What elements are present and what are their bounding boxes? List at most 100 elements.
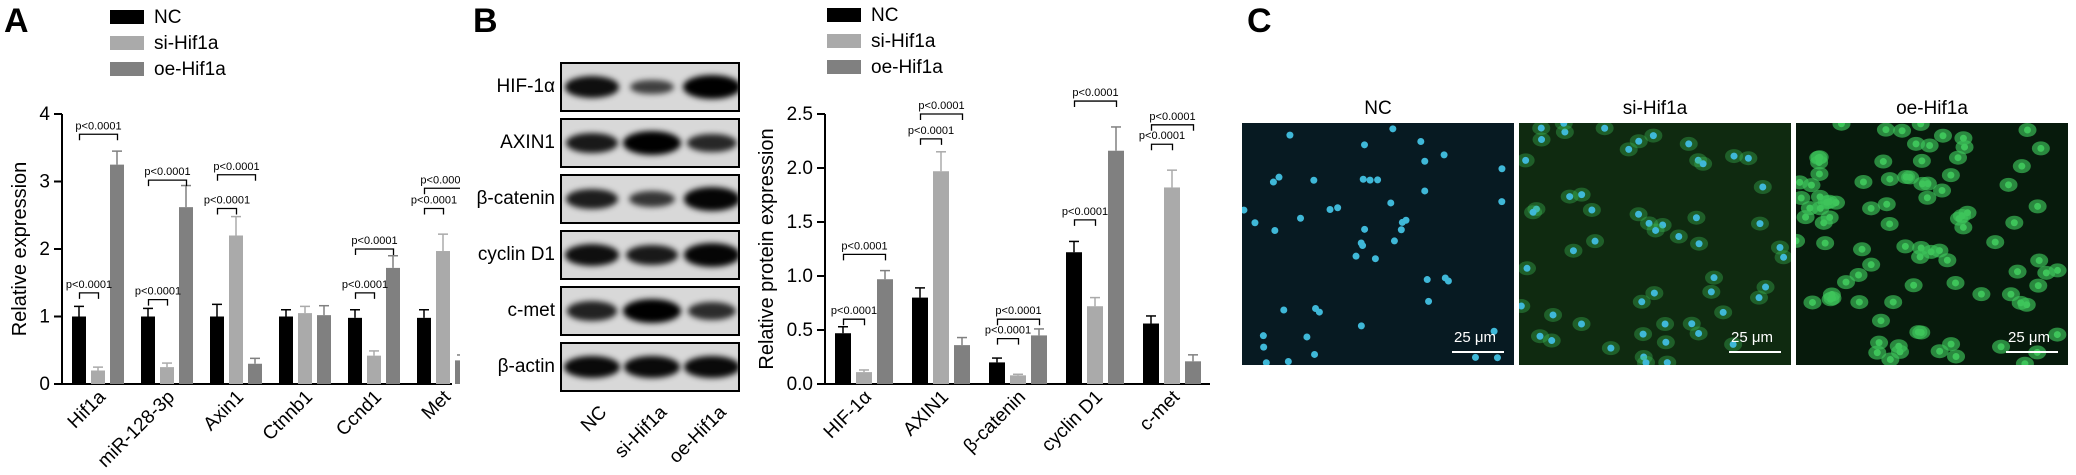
cell-nucleus	[1963, 209, 1971, 217]
p-value-label: p<0.0001	[995, 305, 1041, 317]
blot-strip	[560, 174, 740, 224]
cell-nucleus	[1371, 255, 1379, 263]
cell-nucleus	[1889, 298, 1897, 306]
x-tick-label: Axin1	[200, 387, 248, 435]
cell-nucleus	[1357, 322, 1365, 330]
bar	[229, 235, 243, 384]
cell-nucleus	[1357, 239, 1365, 247]
bar	[1066, 252, 1082, 384]
blot-lane-label: oe-Hif1a	[665, 402, 731, 468]
blot-lane-label: NC	[576, 402, 611, 437]
bar	[1010, 375, 1026, 384]
x-tick-label: cyclin D1	[1038, 387, 1107, 456]
western-blot: HIF-1α AXIN1 β-catenin cyclin D1 c-met β-acti…	[460, 0, 750, 475]
cell-nucleus	[1808, 298, 1816, 306]
blot-strip	[560, 118, 740, 168]
cell-nucleus	[1490, 327, 1498, 335]
cell-nucleus	[1898, 127, 1906, 135]
bar	[912, 297, 928, 384]
blot-band	[687, 302, 737, 320]
cell-nucleus	[1659, 221, 1667, 229]
cell-nucleus	[1959, 134, 1967, 142]
cell-nucleus	[1498, 165, 1506, 173]
cell-nucleus	[1334, 204, 1342, 212]
cell-nucleus	[1421, 187, 1429, 195]
cell-nucleus	[1694, 156, 1702, 164]
cell-nucleus	[1359, 175, 1367, 183]
cell-nucleus	[1997, 343, 2005, 351]
bar	[367, 355, 381, 384]
cell-nucleus	[1591, 237, 1599, 245]
blot-band	[625, 244, 679, 266]
cell-nucleus	[1938, 187, 1946, 195]
y-tick-label: 2.5	[787, 104, 813, 125]
y-tick-label: 1.5	[787, 212, 813, 233]
sig-bracket	[996, 337, 1020, 345]
cell-nucleus	[1895, 342, 1903, 350]
cell-nucleus	[1952, 279, 1960, 287]
cell-nucleus	[1588, 206, 1596, 214]
bar	[1143, 323, 1159, 384]
bar	[160, 367, 174, 384]
cell-nucleus	[1954, 154, 1962, 162]
y-tick-label: 2.0	[787, 158, 813, 179]
cell-nucleus	[1303, 333, 1311, 341]
cell-nucleus	[1730, 152, 1738, 160]
cell-nucleus	[1699, 160, 1707, 168]
blot-row-label: c-met	[507, 300, 556, 321]
blot-strip	[560, 342, 740, 392]
sig-bracket	[1150, 124, 1195, 131]
cell-nucleus	[1879, 158, 1887, 166]
cell-nucleus	[1493, 354, 1501, 362]
bar	[72, 316, 86, 384]
x-tick-label: Ccnd1	[332, 387, 386, 441]
bar	[279, 316, 293, 384]
micrograph-title: si-Hif1a	[1622, 98, 1688, 119]
cell-nucleus	[1756, 220, 1764, 228]
cell-nucleus	[1886, 356, 1894, 364]
cell-nucleus	[1251, 219, 1259, 227]
cell-nucleus	[1873, 349, 1881, 357]
cell-nucleus	[1649, 132, 1657, 140]
x-tick-label: AXIN1	[899, 387, 953, 441]
p-value-label: p<0.0001	[985, 325, 1031, 337]
cell-nucleus	[1877, 317, 1885, 325]
cell-nucleus	[1560, 123, 1568, 127]
cell-nucleus	[1652, 226, 1660, 234]
cell-nucleus	[2010, 219, 2018, 227]
legend-label: si-Hif1a	[154, 33, 219, 54]
cell-nucleus	[1688, 320, 1696, 328]
cell-nucleus	[1374, 176, 1382, 184]
sig-bracket	[842, 253, 887, 261]
cell-nucleus	[1918, 157, 1926, 165]
cell-nucleus	[1858, 245, 1866, 253]
cell-nucleus	[1882, 126, 1890, 134]
bar	[989, 362, 1005, 384]
blot-band	[564, 355, 620, 379]
cell-nucleus	[1635, 137, 1643, 145]
cell-nucleus	[2018, 162, 2026, 170]
cell-nucleus	[1910, 281, 1918, 289]
blot-band	[687, 133, 737, 153]
cell-nucleus	[1685, 140, 1693, 148]
cell-nucleus	[1926, 142, 1934, 150]
cell-nucleus	[1578, 191, 1586, 199]
cell-nucleus	[1883, 200, 1891, 208]
cell-nucleus	[1389, 125, 1397, 133]
cell-nucleus	[1645, 219, 1653, 227]
cell-nucleus	[2034, 202, 2042, 210]
p-value-label: p<0.0001	[342, 279, 388, 291]
x-tick-label: Ctnnb1	[259, 387, 317, 445]
bar	[1164, 187, 1180, 384]
cell-nucleus	[1867, 204, 1875, 212]
cell-nucleus	[1280, 306, 1288, 314]
cell-nucleus	[1310, 176, 1318, 184]
cell-nucleus	[1663, 359, 1671, 365]
cell-nucleus	[1271, 227, 1279, 235]
y-axis-label: Relative protein expression	[756, 128, 778, 369]
p-value-label: p<0.0001	[66, 279, 112, 291]
cell-nucleus	[1943, 256, 1951, 264]
blot-band	[683, 187, 738, 211]
micrograph-image: 25 μm	[1796, 123, 2068, 365]
bar	[91, 370, 105, 384]
